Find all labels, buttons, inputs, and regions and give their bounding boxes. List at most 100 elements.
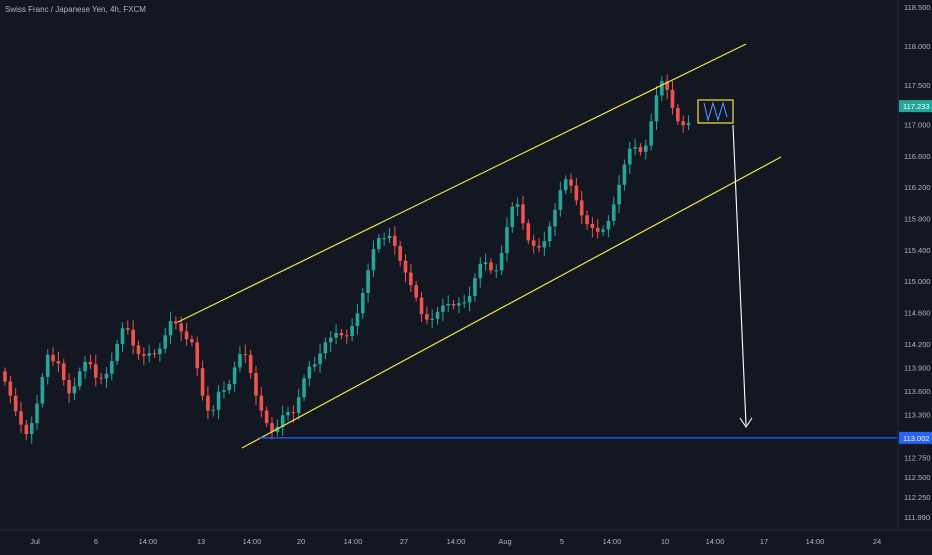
candle-body [131,329,135,346]
candle-body [51,354,55,362]
candle-body [40,376,45,404]
candle-body [595,227,600,232]
candle-body [606,220,611,230]
y-tick-label: 113.600 [904,387,931,396]
candle-body [222,390,226,392]
candle-body [387,235,392,239]
y-axis: 118.500 118.000 117.500 117.000 116.600 116.2… [897,0,932,530]
candle-body [318,353,322,365]
candle-body [499,252,504,271]
candle-body [174,321,178,324]
y-tick-label: 115.000 [904,277,931,286]
candle-body [67,379,71,394]
candle-body [339,332,344,336]
channel-lower-line[interactable] [241,156,782,449]
candle-body [398,245,402,261]
candle-body [99,377,103,379]
candle-body [56,361,61,364]
candle-body [451,303,456,306]
candle-body [88,361,93,365]
candle-body [29,423,34,435]
candle-body [382,238,386,240]
candle-body [660,81,664,96]
candle-body [414,285,418,298]
candle-body [366,270,370,293]
candle-body [419,297,424,315]
candle-body [350,325,354,337]
target-arrow[interactable] [732,124,747,426]
candle-body [542,241,547,248]
candle-body [270,423,274,432]
candle-body [563,179,568,191]
x-tick-label: Jul [30,537,40,546]
x-tick-label: Aug [498,537,511,546]
candle-body [569,179,573,186]
candle-body [686,122,691,126]
y-tick-label: 117.500 [904,81,931,90]
candle-body [574,185,579,201]
candle-body [110,361,114,374]
x-tick-label: 17 [760,537,768,546]
y-tick-label: 115.400 [904,246,931,255]
y-tick-label: 116.600 [904,152,931,161]
x-tick-label: 14:00 [603,537,622,546]
consolidation-box[interactable] [697,99,734,124]
candles [3,74,691,444]
y-tick-label: 111.990 [904,513,930,522]
candle-body [526,223,531,241]
candle-body [409,272,413,286]
candle-body [45,354,50,377]
candle-body [579,200,584,216]
candle-body [13,395,18,412]
candle-body [393,235,397,246]
candle-body [644,145,648,152]
candle-body [296,397,301,413]
candle-body [510,206,515,228]
candle-body [371,249,376,271]
support-price-badge [899,431,932,444]
candle-body [403,260,408,273]
candle-body [72,386,77,394]
channel-upper-line[interactable] [177,43,747,323]
candle-body [35,403,39,424]
x-tick-label: 14:00 [344,537,363,546]
candle-body [152,353,157,355]
candle-body [179,323,184,332]
candle-body [334,332,338,338]
candle-body [302,378,306,398]
candle-body [136,345,141,355]
candle-body [601,229,605,232]
candle-body [184,331,189,340]
candle-body [243,354,248,356]
candle-body [430,318,434,320]
y-tick-label: 112.750 [904,454,931,463]
candle-body [457,303,461,306]
candle-body [355,313,360,326]
candle-body [264,410,269,424]
candle-body [3,371,7,382]
x-axis: Jul 6 14:00 13 14:00 20 14:00 27 14:00 Aug 5 14:00 1… [0,529,932,546]
candle-body [611,204,616,221]
candle-body [462,302,467,304]
x-tick-label: 14:00 [447,537,466,546]
candle-body [467,296,472,303]
candle-body [232,367,237,384]
x-tick-label: 24 [873,537,881,546]
candle-body [478,263,483,279]
candle-body [627,148,632,165]
candle-body [168,321,173,336]
chart-title: Swiss Franc / Japanese Yen, 4h, FXCM [5,5,146,14]
zigzag-projection [703,101,728,122]
candle-body [8,381,13,396]
candle-body [200,368,205,396]
x-tick-label: 13 [197,537,205,546]
candle-body [291,412,296,414]
candle-body [93,364,98,378]
x-tick-label: 14:00 [139,537,158,546]
candle-body [441,305,445,312]
candle-body [77,371,82,387]
candle-body [206,395,210,411]
candle-body [211,409,216,411]
y-tick-label: 116.200 [904,183,931,192]
